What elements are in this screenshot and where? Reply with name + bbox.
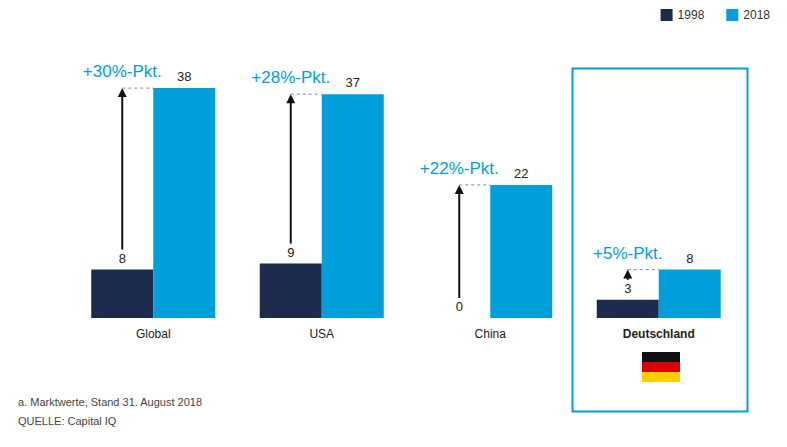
svg-text:USA: USA xyxy=(309,327,334,341)
svg-text:22: 22 xyxy=(514,166,528,181)
svg-text:Global: Global xyxy=(136,327,171,341)
svg-text:a. Marktwerte, Stand 31. Augus: a. Marktwerte, Stand 31. August 2018 xyxy=(18,396,202,408)
svg-text:37: 37 xyxy=(346,75,360,90)
svg-text:9: 9 xyxy=(287,245,294,260)
svg-text:2018: 2018 xyxy=(743,8,770,22)
svg-text:3: 3 xyxy=(624,281,631,296)
svg-text:+22%-Pkt.: +22%-Pkt. xyxy=(420,159,499,178)
svg-text:8: 8 xyxy=(686,251,693,266)
svg-text:Deutschland: Deutschland xyxy=(623,327,695,341)
svg-text:+5%-Pkt.: +5%-Pkt. xyxy=(593,244,662,263)
svg-text:38: 38 xyxy=(177,69,191,84)
svg-text:8: 8 xyxy=(119,251,126,266)
svg-text:+30%-Pkt.: +30%-Pkt. xyxy=(83,62,162,81)
svg-text:QUELLE: Capital IQ: QUELLE: Capital IQ xyxy=(18,415,117,427)
svg-text:0: 0 xyxy=(456,299,463,314)
svg-text:1998: 1998 xyxy=(678,8,705,22)
svg-text:+28%-Pkt.: +28%-Pkt. xyxy=(251,68,330,87)
svg-text:China: China xyxy=(475,327,507,341)
